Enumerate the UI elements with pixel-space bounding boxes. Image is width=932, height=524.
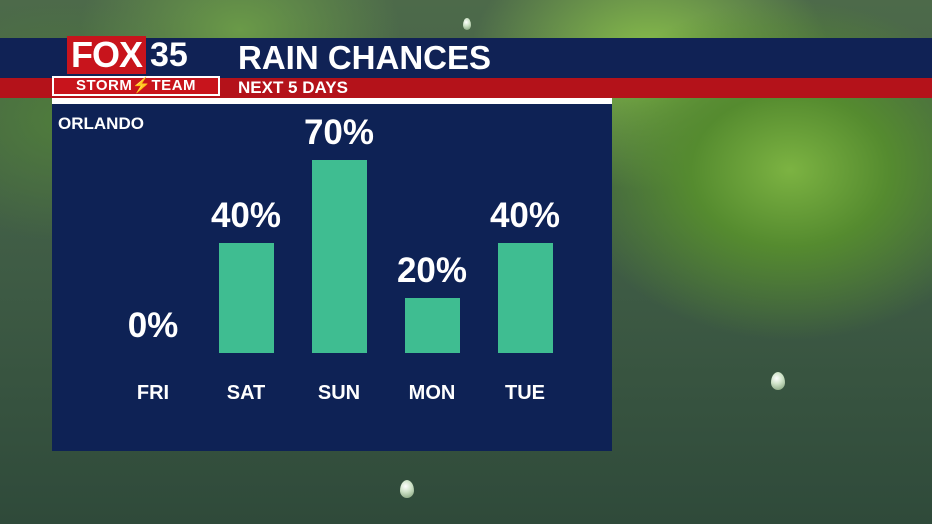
value-label-fri: 0% (127, 306, 179, 345)
bar-sun (311, 160, 367, 353)
value-label-sat: 40% (210, 195, 282, 235)
raindrop (463, 18, 471, 30)
logo-brand: FOX (67, 36, 147, 74)
day-label-fri: FRI (136, 382, 170, 404)
raindrop (400, 480, 414, 498)
day-label-sat: SAT (226, 382, 266, 404)
subheader-bar (0, 78, 932, 98)
bar-sat (218, 242, 274, 353)
header-bar (0, 38, 932, 78)
day-label-tue: TUE (505, 382, 545, 404)
page-title: RAIN CHANCES (238, 39, 492, 76)
value-label-tue: 40% (489, 195, 561, 235)
logo-channel: 35 (150, 36, 188, 74)
logo-storm-team: STORM⚡TEAM (52, 76, 220, 96)
bar-mon (404, 297, 460, 353)
day-label-sun: SUN (317, 382, 361, 404)
panel-top-line (52, 98, 612, 104)
day-label-mon: MON (408, 382, 456, 404)
value-label-sun: 70% (303, 113, 375, 152)
station-logo: FOX 35 (67, 36, 188, 74)
page-subtitle: NEXT 5 DAYS (238, 78, 348, 97)
raindrop (771, 372, 785, 390)
city-label: ORLANDO (58, 114, 144, 133)
bar-tue (497, 242, 553, 353)
value-label-mon: 20% (396, 250, 468, 290)
